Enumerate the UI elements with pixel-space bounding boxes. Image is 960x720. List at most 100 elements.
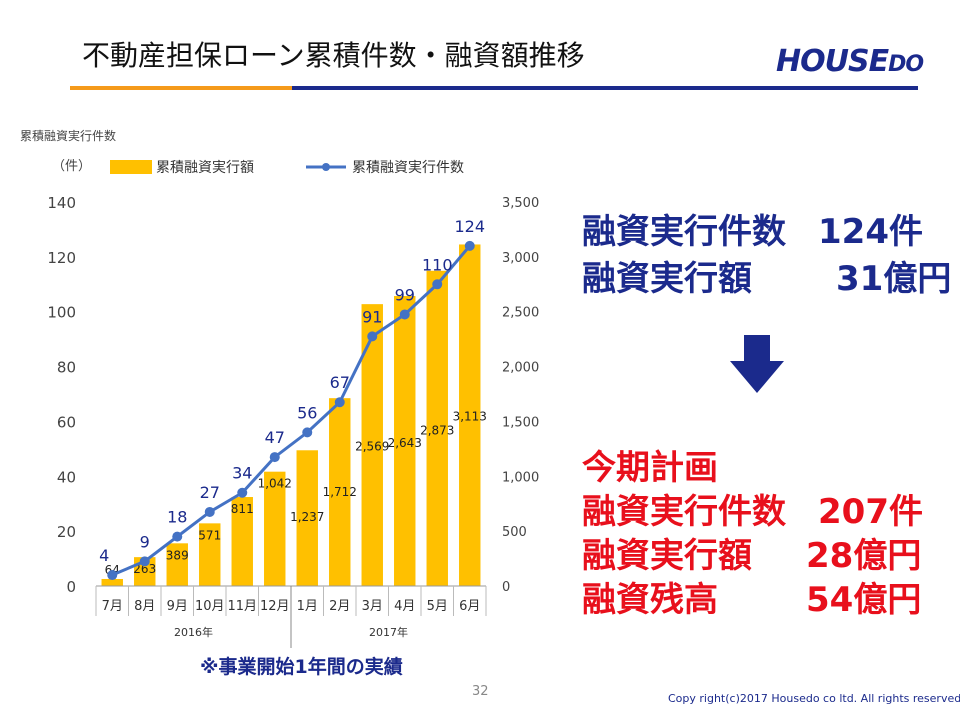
current-amount-label: 融資実行額 [582, 259, 752, 299]
line-data-label: 9 [140, 532, 150, 551]
y-left-tick-label: 0 [66, 578, 76, 596]
y-left-unit: （件） [52, 159, 91, 174]
x-tick-label: 11月 [227, 599, 257, 614]
y-left-title: 累積融資実行件数 [20, 128, 116, 143]
plan-amount-value: 28億円 [806, 536, 922, 576]
bar-data-label: 811 [231, 502, 254, 516]
line-series [107, 240, 475, 581]
footnote: ※事業開始1年間の実績 [200, 656, 403, 678]
x-tick-label: 6月 [459, 599, 480, 614]
x-tick-label: 1月 [297, 599, 318, 614]
line-point [464, 240, 475, 251]
bar [426, 270, 448, 586]
x-tick-label: 2月 [329, 599, 350, 614]
y-right-tick-label: 3,000 [502, 251, 539, 266]
bar-data-label: 2,569 [355, 440, 389, 454]
y-left-tick-label: 120 [47, 249, 76, 267]
y-left-axis: 0 20 40 60 80 100 120 140 [47, 194, 76, 596]
current-amount-value: 31億円 [836, 259, 952, 299]
legend-bar-label: 累積融資実行額 [156, 160, 254, 176]
x-tick-label: 10月 [195, 599, 225, 614]
y-right-tick-label: 3,500 [502, 196, 539, 211]
bar [199, 523, 221, 586]
y-left-tick-label: 100 [47, 304, 76, 322]
line-point [432, 279, 443, 290]
current-count-label: 融資実行件数 [582, 212, 786, 252]
bar [264, 471, 286, 586]
line-data-label: 56 [297, 403, 317, 422]
line-point [139, 556, 150, 567]
down-arrow-icon [730, 335, 784, 393]
line-data-label: 47 [265, 428, 285, 447]
line-data-label: 34 [232, 464, 252, 483]
plan-count-label: 融資実行件数 [582, 492, 786, 532]
y-left-tick-label: 80 [57, 359, 76, 377]
x-tick-label: 8月 [134, 599, 155, 614]
bar-data-label: 3,113 [453, 409, 487, 423]
line-point [367, 331, 378, 342]
plan-balance-value: 54億円 [806, 580, 922, 620]
title-underline-orange [70, 86, 292, 90]
line-data-label: 99 [395, 285, 415, 304]
company-logo: HOUSEDO [776, 44, 924, 79]
bar-data-labels: 64 2633895718111,0421,2371,7122,5692,6432… [105, 409, 487, 577]
year-group-label: 2016年 [174, 625, 213, 639]
x-tick-label: 12月 [260, 599, 290, 614]
y-right-tick-label: 2,500 [502, 306, 539, 321]
line-data-label: 91 [362, 307, 382, 326]
copyright: Copy right(c)2017 Housedo co ltd. All ri… [668, 692, 960, 705]
legend-line-marker [322, 163, 330, 171]
plan-balance-label: 融資残高 [582, 580, 718, 620]
line-point [399, 309, 410, 320]
line-data-label: 27 [200, 483, 220, 502]
x-tick-label: 5月 [427, 599, 448, 614]
line-data-label: 110 [422, 255, 453, 274]
line-point [269, 452, 280, 463]
bar-data-label: 263 [133, 562, 156, 576]
y-right-tick-label: 2,000 [502, 361, 539, 376]
y-right-tick-label: 500 [502, 525, 527, 540]
line-path [111, 244, 471, 577]
x-tick-label: 4月 [394, 599, 415, 614]
bar-data-label: 1,237 [290, 510, 324, 524]
line-point [107, 570, 118, 581]
page-number: 32 [472, 684, 489, 699]
line-data-label: 4 [99, 546, 109, 565]
bar-series [101, 244, 481, 587]
bar [459, 244, 481, 587]
y-right-tick-label: 1,500 [502, 415, 539, 430]
current-count-value: 124件 [818, 212, 923, 252]
bar [166, 543, 188, 586]
bar [231, 497, 253, 586]
y-left-tick-label: 40 [57, 468, 76, 486]
line-point [237, 487, 248, 498]
bar [329, 398, 351, 586]
x-tick-label: 3月 [362, 599, 383, 614]
line-point [334, 397, 345, 408]
y-right-axis: 0 500 1,000 1,500 2,000 2,500 3,000 3,500 [502, 196, 539, 595]
bar-data-label: 2,873 [420, 424, 454, 438]
x-tick-label: 7月 [102, 599, 123, 614]
page-title: 不動産担保ローン累積件数・融資額推移 [82, 39, 585, 72]
plan-count-value: 207件 [818, 492, 923, 532]
y-left-tick-label: 140 [47, 194, 76, 212]
y-right-tick-label: 0 [502, 580, 510, 595]
x-axis: 7月 8月 9月 10月 11月 12月 1月 2月 3月 4月 5月 6月 2016年 2017年 [95, 585, 487, 648]
line-point [204, 506, 215, 517]
bar-data-label: 571 [198, 528, 221, 542]
bar-data-label: 389 [166, 548, 189, 562]
bar-data-label: 2,643 [388, 436, 422, 450]
bar [361, 304, 383, 586]
plan-title: 今期計画 [582, 448, 718, 488]
line-data-label: 67 [330, 373, 350, 392]
bar [101, 578, 123, 586]
bar-data-label: 1,042 [258, 477, 292, 491]
x-tick-label: 9月 [167, 599, 188, 614]
y-left-tick-label: 20 [57, 523, 76, 541]
bar [296, 450, 318, 586]
y-right-tick-label: 1,000 [502, 470, 539, 485]
line-point [302, 427, 313, 438]
line-data-label: 18 [167, 508, 187, 527]
